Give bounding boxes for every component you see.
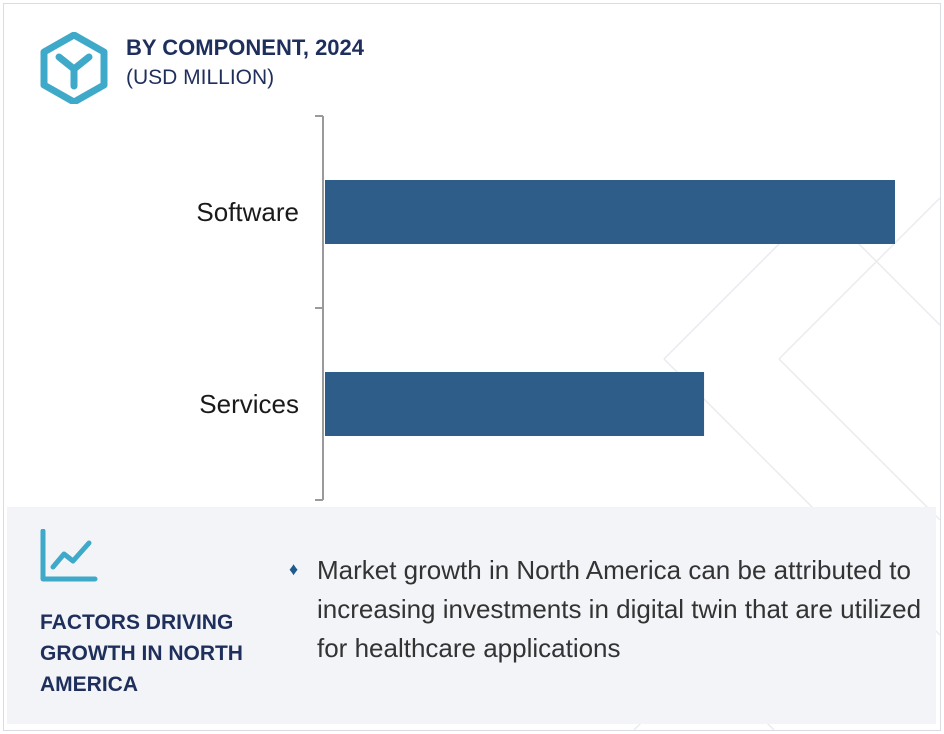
bar-services: [325, 372, 705, 436]
line-chart-icon: [40, 529, 98, 582]
bar-chart: Software Services: [196, 115, 895, 501]
diamond-bullet-icon: ♦: [289, 559, 299, 579]
infographic-card: BY COMPONENT, 2024 (USD MILLION) Softwar…: [3, 3, 941, 731]
chart-title: BY COMPONENT, 2024: [126, 35, 365, 60]
chart-subtitle: (USD MILLION): [126, 66, 275, 89]
factors-title: FACTORS DRIVING GROWTH IN NORTH AMERICA: [40, 611, 243, 696]
factors-panel: FACTORS DRIVING GROWTH IN NORTH AMERICA …: [7, 507, 936, 724]
category-label-software: Software: [196, 197, 299, 227]
category-label-services: Services: [199, 389, 299, 419]
cube-y-logo-icon: [40, 32, 108, 104]
factor-description: Market growth in North America can be at…: [317, 555, 922, 663]
bar-software: [325, 180, 895, 244]
